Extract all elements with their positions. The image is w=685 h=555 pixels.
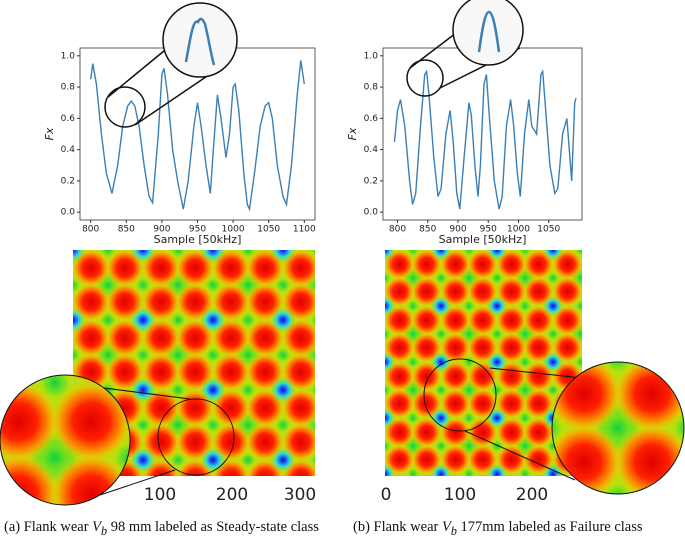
- x-tick-label: 900: [153, 225, 170, 235]
- caption-sub: b: [101, 523, 108, 538]
- line: [90, 60, 305, 212]
- line-zoom: [104, 0, 524, 128]
- heatmap-tick: 100: [144, 485, 176, 505]
- y-tick-label: 0.0: [61, 208, 76, 218]
- heatmap-tick: 300: [284, 485, 316, 505]
- zoom-region: [157, 398, 235, 476]
- y-tick-label: 0.4: [364, 145, 379, 155]
- heatmap-tick: 0: [381, 485, 392, 505]
- zoom-line: [464, 430, 576, 481]
- x-tick-label: 1000: [222, 225, 245, 235]
- y-tick-label: 0.8: [61, 83, 76, 93]
- y-tick-label: 0.6: [61, 114, 76, 124]
- y-tick-label: 0.8: [364, 83, 379, 93]
- y-tick-label: 1.0: [61, 51, 76, 61]
- x-tick-label: 900: [449, 225, 466, 235]
- x-tick-label: 1050: [257, 225, 280, 235]
- caption-var: V: [92, 519, 102, 535]
- x-tick-label: 1000: [507, 225, 530, 235]
- y-tick-label: 0.2: [364, 176, 378, 186]
- x-tick-label: 950: [480, 225, 497, 235]
- x-tick-label: 950: [189, 225, 206, 235]
- zoom-inset: [0, 374, 131, 506]
- heatmap: [385, 250, 582, 476]
- x-axis-label: Sample [50kHz]: [154, 233, 242, 246]
- heatmap-tick: 100: [444, 485, 476, 505]
- y-tick-label: 0.0: [364, 208, 379, 218]
- line: [393, 69, 577, 210]
- y-axis-label: Fx: [346, 127, 359, 140]
- x-tick-label: 850: [118, 225, 135, 235]
- zoom-region: [423, 358, 497, 432]
- caption: (a) Flank wear Vb 98 mm labeled as Stead…: [4, 518, 334, 540]
- y-axis-label: Fx: [43, 127, 56, 140]
- x-tick-label: 1100: [293, 225, 316, 235]
- zoom-inset: [551, 361, 685, 495]
- caption: (b) Flank wear Vb 177mm labeled as Failu…: [353, 518, 683, 540]
- caption-text: (b) Flank wear: [353, 519, 439, 535]
- caption-text: (a) Flank wear: [4, 519, 89, 535]
- caption-text: 98 mm labeled as Steady-state class: [110, 519, 319, 535]
- plot-frame: [382, 47, 583, 221]
- y-tick-label: 0.4: [61, 145, 76, 155]
- x-tick-label: 1050: [537, 225, 560, 235]
- y-tick-label: 1.0: [364, 51, 379, 61]
- y-tick-label: 0.6: [364, 114, 379, 124]
- heatmap-tick: 200: [516, 485, 548, 505]
- x-axis-label: Sample [50kHz]: [439, 233, 527, 246]
- y-tick-label: 0.2: [61, 176, 75, 186]
- zoom-line: [99, 469, 176, 496]
- caption-var: V: [441, 519, 451, 535]
- figure: 100 200 300 0 100 200 800 850 900 950 1000 10…: [0, 0, 685, 506]
- heatmap-tick: 200: [216, 485, 248, 505]
- caption-text: 177mm labeled as Failure class: [460, 519, 643, 535]
- x-tick-label: 800: [82, 225, 99, 235]
- x-tick-label: 850: [419, 225, 436, 235]
- caption-sub: b: [450, 523, 457, 538]
- x-tick-label: 800: [389, 225, 406, 235]
